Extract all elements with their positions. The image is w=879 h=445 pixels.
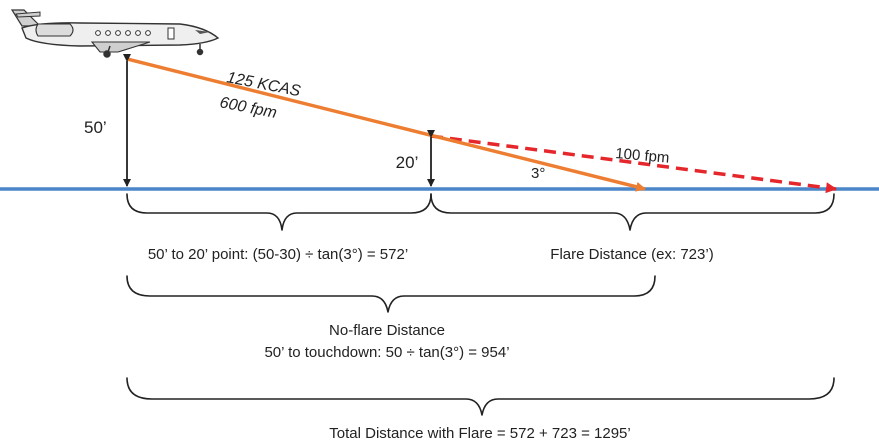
total-distance-label: Total Distance with Flare = 572 + 723 = …	[329, 425, 630, 442]
speed-label: 125 KCAS	[225, 69, 302, 100]
height-20-label: 20’	[396, 153, 419, 172]
glide-path	[126, 57, 646, 192]
brace-no-flare-distance	[126, 275, 656, 313]
brace-flare-distance	[430, 193, 835, 231]
business-jet-icon	[10, 9, 220, 58]
distance-50-to-20-label: 50’ to 20’ point: (50-30) ÷ tan(3°) = 57…	[148, 246, 408, 263]
flare-descent-rate-label: 100 fpm	[615, 145, 670, 167]
height-50-label: 50’	[84, 118, 107, 137]
flare-distance-label: Flare Distance (ex: 723’)	[550, 246, 713, 263]
no-flare-title: No-flare Distance	[329, 322, 445, 339]
flare-path	[430, 134, 837, 194]
no-flare-calc: 50’ to touchdown: 50 ÷ tan(3°) = 954’	[264, 344, 509, 361]
brace-total-distance	[126, 377, 835, 416]
brace-50-to-20	[126, 193, 432, 231]
glide-angle-label: 3°	[531, 165, 545, 182]
descent-rate-label: 600 fpm	[218, 94, 278, 122]
